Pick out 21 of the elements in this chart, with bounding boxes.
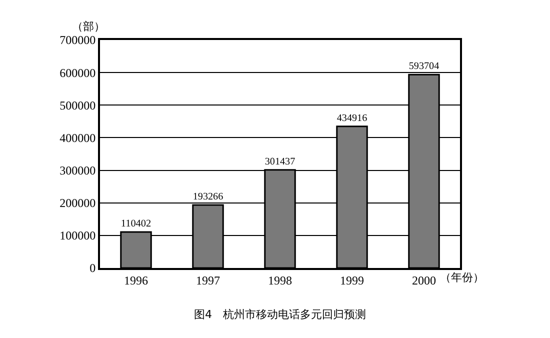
x-tick-label: 1997 [196,273,220,288]
y-tick-label: 400000 [60,130,96,145]
x-tick-label: 1996 [124,273,148,288]
y-tick-label: 600000 [60,66,96,80]
y-axis-title: （部） [72,20,105,33]
y-tick-label: 200000 [60,196,96,210]
data-label: 110402 [120,218,152,230]
y-tick-label: 300000 [60,163,96,178]
data-label: 434916 [336,112,368,124]
x-tick-label: 1998 [268,273,292,288]
y-tick-label: 500000 [60,98,96,112]
text: 图4 杭州市移动电话多元回归预测 [194,308,366,321]
data-label: 301437 [264,156,296,168]
data-label: 593704 [408,61,440,72]
y-tick-label: 100000 [60,228,96,243]
x-tick-label: 2000 [412,273,436,288]
y-tick-label: 700000 [60,33,96,48]
y-tick-label: 0 [90,261,96,276]
x-tick-label: 1999 [340,273,364,288]
x-axis-title: （年份） [440,271,484,284]
data-label: 193266 [192,192,224,203]
